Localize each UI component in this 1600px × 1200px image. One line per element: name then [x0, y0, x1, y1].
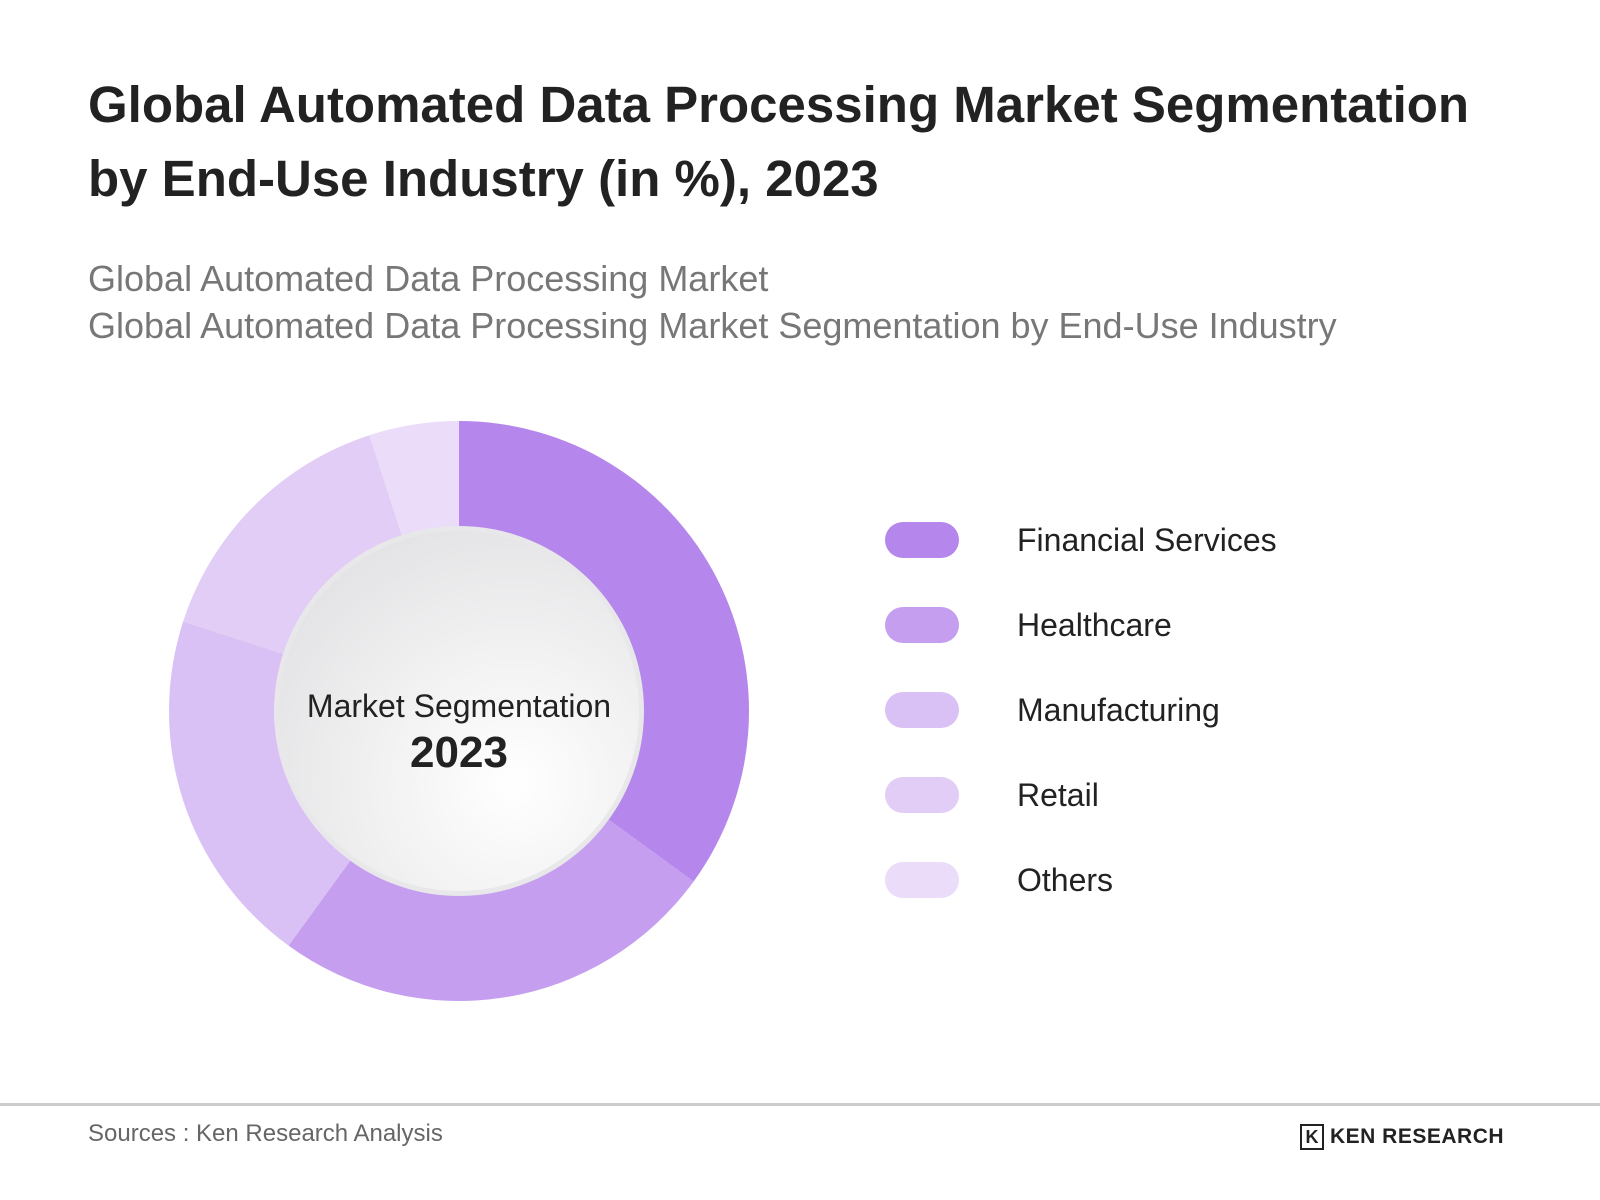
- source-note: Sources : Ken Research Analysis: [88, 1120, 443, 1147]
- legend-item: Others: [885, 860, 1385, 900]
- logo-text: KEN RESEARCH: [1330, 1125, 1505, 1148]
- legend-swatch: [885, 522, 959, 558]
- legend-swatch: [885, 692, 959, 728]
- subtitle-line-1: Global Automated Data Processing Market: [88, 258, 769, 299]
- chart-title: Global Automated Data Processing Market …: [88, 76, 1470, 207]
- footer-divider: [0, 1103, 1600, 1106]
- legend-item: Retail: [885, 775, 1385, 815]
- legend-label: Retail: [1017, 777, 1099, 813]
- legend-item: Healthcare: [885, 605, 1385, 645]
- center-year: 2023: [410, 728, 508, 777]
- subtitle-line-2: Global Automated Data Processing Market …: [88, 305, 1337, 346]
- legend-swatch: [885, 777, 959, 813]
- legend-label: Others: [1017, 862, 1114, 898]
- center-label: Market Segmentation: [306, 688, 612, 724]
- donut-chart: [168, 421, 749, 1001]
- ken-research-logo: K KEN RESEARCH: [1300, 1124, 1504, 1150]
- logo-k-icon: K: [1300, 1124, 1324, 1150]
- legend-item: Manufacturing: [885, 690, 1385, 730]
- legend-swatch: [885, 607, 959, 643]
- legend-label: Healthcare: [1017, 607, 1172, 643]
- legend-swatch: [885, 862, 959, 898]
- center-disc: [279, 531, 639, 891]
- legend-item: Financial Services: [885, 520, 1385, 560]
- legend-label: Financial Services: [1017, 522, 1277, 558]
- legend-label: Manufacturing: [1017, 692, 1220, 728]
